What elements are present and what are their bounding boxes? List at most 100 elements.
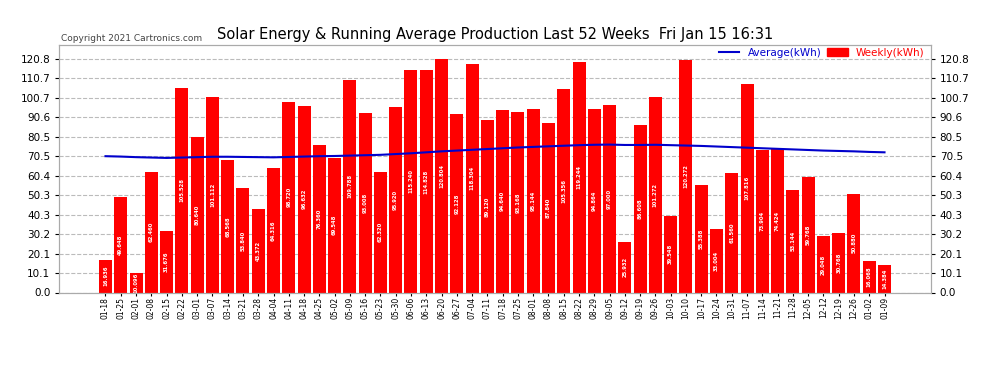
Bar [237, 188, 249, 292]
Text: 50.880: 50.880 [851, 233, 856, 254]
Bar [420, 70, 433, 292]
Bar [512, 112, 525, 292]
Bar [634, 125, 646, 292]
Bar [221, 160, 235, 292]
Bar [496, 110, 509, 292]
Title: Solar Energy & Running Average Production Last 52 Weeks  Fri Jan 15 16:31: Solar Energy & Running Average Productio… [217, 27, 773, 42]
Bar [755, 150, 769, 292]
Bar [450, 114, 463, 292]
Text: 105.356: 105.356 [561, 178, 566, 203]
Bar [99, 260, 112, 292]
Bar [298, 106, 311, 292]
Bar [405, 70, 418, 292]
Text: 93.168: 93.168 [516, 192, 521, 213]
Text: 105.528: 105.528 [179, 178, 184, 203]
Bar [344, 80, 356, 292]
Text: 16.936: 16.936 [103, 266, 108, 286]
Text: 114.828: 114.828 [424, 170, 429, 194]
Text: 96.632: 96.632 [302, 189, 307, 209]
Bar [847, 194, 860, 292]
Text: 61.560: 61.560 [730, 223, 735, 243]
Bar [862, 261, 876, 292]
Text: 94.864: 94.864 [592, 190, 597, 211]
Text: 101.272: 101.272 [652, 183, 658, 207]
Text: 76.360: 76.360 [317, 209, 322, 229]
Text: 115.240: 115.240 [409, 169, 414, 193]
Text: 92.128: 92.128 [454, 193, 459, 214]
Bar [802, 177, 815, 292]
Bar [481, 120, 494, 292]
Bar [191, 136, 204, 292]
Bar [741, 84, 753, 292]
Bar [679, 60, 692, 292]
Text: 119.244: 119.244 [576, 165, 581, 189]
Bar [328, 158, 342, 292]
Bar [206, 97, 219, 292]
Text: 94.640: 94.640 [500, 191, 505, 211]
Text: 39.548: 39.548 [668, 244, 673, 264]
Text: 16.068: 16.068 [866, 267, 872, 287]
Bar [878, 265, 891, 292]
Text: 86.608: 86.608 [638, 198, 643, 219]
Bar [374, 172, 387, 292]
Text: 55.388: 55.388 [699, 229, 704, 249]
Text: 10.096: 10.096 [134, 273, 139, 293]
Bar [527, 108, 540, 292]
Text: Copyright 2021 Cartronics.com: Copyright 2021 Cartronics.com [61, 33, 202, 42]
Text: 62.320: 62.320 [378, 222, 383, 242]
Bar [358, 112, 371, 292]
Text: 43.372: 43.372 [255, 240, 260, 261]
Text: 31.676: 31.676 [164, 252, 169, 272]
Text: 89.120: 89.120 [485, 196, 490, 216]
Bar [557, 89, 570, 292]
Bar [710, 229, 723, 292]
Text: 25.932: 25.932 [623, 257, 628, 278]
Bar [619, 242, 632, 292]
Bar [313, 145, 326, 292]
Bar [833, 233, 845, 292]
Text: 120.804: 120.804 [439, 164, 445, 188]
Legend: Average(kWh), Weekly(kWh): Average(kWh), Weekly(kWh) [719, 48, 925, 58]
Text: 97.000: 97.000 [607, 189, 612, 209]
Bar [695, 185, 708, 292]
Text: 95.920: 95.920 [393, 190, 398, 210]
Text: 101.112: 101.112 [210, 183, 215, 207]
Bar [786, 190, 799, 292]
Text: 120.272: 120.272 [683, 164, 688, 188]
Text: 109.788: 109.788 [347, 174, 352, 198]
Bar [435, 59, 448, 292]
Text: 49.648: 49.648 [118, 234, 124, 255]
Bar [145, 172, 157, 292]
Text: 95.144: 95.144 [531, 190, 536, 211]
Text: 59.768: 59.768 [806, 225, 811, 245]
Text: 107.816: 107.816 [744, 176, 749, 200]
Text: 87.840: 87.840 [545, 197, 551, 218]
Bar [603, 105, 616, 292]
Bar [465, 64, 478, 292]
Bar [664, 216, 677, 292]
Bar [267, 168, 280, 292]
Bar [160, 231, 173, 292]
Bar [114, 196, 128, 292]
Text: 98.720: 98.720 [286, 187, 291, 207]
Text: 64.316: 64.316 [271, 220, 276, 241]
Bar [130, 273, 143, 292]
Text: 74.424: 74.424 [775, 210, 780, 231]
Bar [542, 123, 555, 292]
Bar [648, 97, 662, 292]
Bar [175, 88, 188, 292]
Text: 62.460: 62.460 [148, 222, 153, 242]
Text: 29.048: 29.048 [821, 254, 826, 274]
Text: 73.904: 73.904 [759, 211, 765, 231]
Text: 118.304: 118.304 [469, 166, 474, 190]
Bar [817, 236, 830, 292]
Text: 53.840: 53.840 [241, 230, 246, 251]
Bar [389, 107, 402, 292]
Text: 93.008: 93.008 [362, 192, 367, 213]
Bar [251, 209, 264, 292]
Text: 14.384: 14.384 [882, 268, 887, 289]
Bar [282, 102, 295, 292]
Text: 53.144: 53.144 [790, 231, 795, 251]
Text: 80.640: 80.640 [195, 204, 200, 225]
Text: 30.768: 30.768 [837, 253, 842, 273]
